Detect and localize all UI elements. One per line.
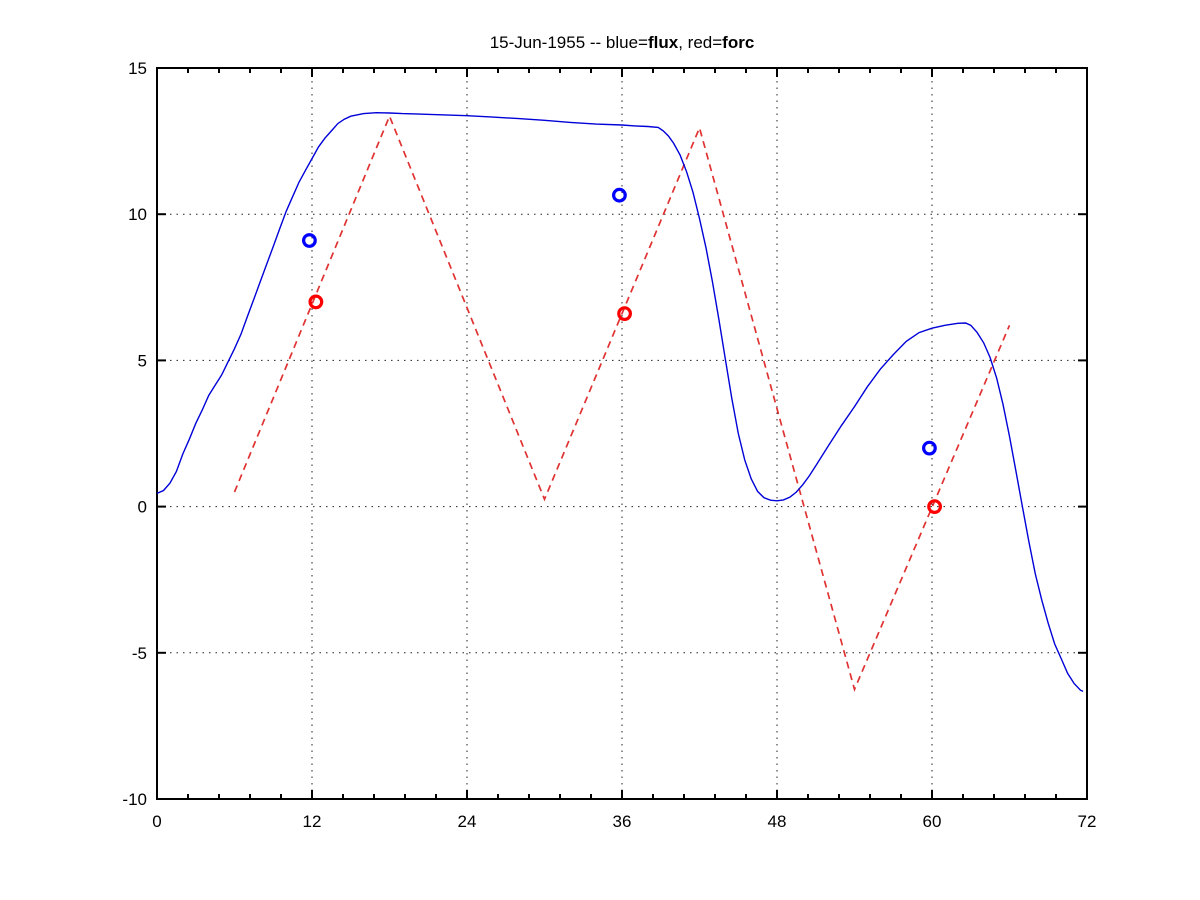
y-tick-label: 15	[128, 59, 147, 78]
y-tick-label: 0	[138, 498, 147, 517]
x-tick-label: 24	[458, 812, 477, 831]
forc-line	[233, 113, 1011, 692]
forc-marker	[927, 499, 942, 515]
y-tick-label: 10	[128, 205, 147, 224]
title-mid: , red=	[678, 33, 723, 52]
y-tick-label: -10	[122, 790, 147, 809]
chart-title: 15-Jun-1955 -- blue=flux, red=forc	[157, 33, 1087, 53]
title-forc-bold: forc	[722, 33, 755, 52]
title-prefix: 15-Jun-1955 -- blue=	[489, 33, 648, 52]
forc-marker	[308, 294, 324, 310]
y-tick-label: -5	[132, 644, 147, 663]
title-flux-bold: flux	[647, 33, 679, 52]
x-tick-label: 0	[152, 812, 161, 831]
flux-marker	[612, 187, 627, 203]
x-tick-label: 48	[768, 812, 787, 831]
flux-marker	[922, 440, 937, 456]
forc-marker	[617, 306, 632, 322]
x-tick-label: 60	[923, 812, 942, 831]
y-tick-label: 5	[138, 351, 147, 370]
x-tick-label: 72	[1078, 812, 1097, 831]
x-tick-label: 12	[303, 812, 322, 831]
x-tick-label: 36	[613, 812, 632, 831]
flux-marker	[302, 233, 317, 248]
flux-line	[156, 111, 1084, 693]
